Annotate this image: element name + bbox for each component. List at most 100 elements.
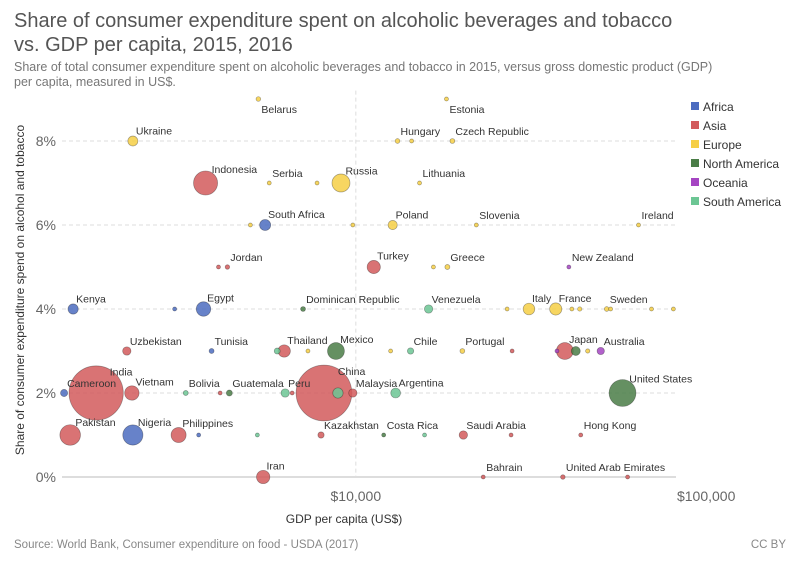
bubble bbox=[224, 264, 231, 270]
point-label: Venezuela bbox=[432, 294, 481, 306]
bubble bbox=[327, 342, 345, 360]
point-label: Guatemala bbox=[232, 378, 284, 390]
bubble bbox=[636, 222, 641, 228]
bubble bbox=[431, 264, 436, 270]
bubble bbox=[280, 388, 290, 398]
bubble bbox=[570, 346, 581, 356]
legend-swatch bbox=[691, 121, 699, 129]
bubble bbox=[504, 306, 510, 312]
bubble bbox=[569, 306, 575, 312]
x-axis-label: GDP per capita (US$) bbox=[286, 512, 403, 526]
point-label: Japan bbox=[569, 334, 598, 346]
point-label: Czech Republic bbox=[455, 126, 529, 138]
bubble bbox=[225, 389, 233, 397]
point-label: Bahrain bbox=[486, 462, 522, 474]
bubble bbox=[459, 348, 466, 354]
point-label: Peru bbox=[288, 378, 310, 390]
bubble bbox=[266, 180, 272, 186]
point-label: India bbox=[110, 366, 133, 378]
bubble bbox=[444, 264, 451, 270]
point-label: United States bbox=[629, 373, 692, 385]
point-label: Pakistan bbox=[75, 417, 115, 429]
bubble bbox=[331, 173, 351, 193]
point-label: Iran bbox=[267, 461, 285, 473]
point-label: Jordan bbox=[230, 252, 262, 264]
bubble bbox=[560, 474, 566, 480]
point-label: Costa Rica bbox=[387, 420, 439, 432]
point-label: Russia bbox=[345, 166, 377, 178]
point-labels: South Africa Kenya Egypt Tunisia Cameroon Nig… bbox=[67, 104, 692, 474]
bubble bbox=[289, 390, 295, 396]
bubble bbox=[216, 264, 221, 270]
bubble bbox=[172, 306, 177, 312]
point-label: Dominican Republic bbox=[306, 294, 399, 306]
y-tick-label: 4% bbox=[36, 301, 56, 317]
bubble bbox=[273, 347, 281, 355]
legend-label: South America bbox=[703, 195, 781, 209]
y-tick-label: 0% bbox=[36, 469, 56, 485]
point-label: Turkey bbox=[377, 251, 409, 263]
bubble bbox=[509, 348, 515, 354]
bubble bbox=[417, 180, 422, 186]
legend-swatch bbox=[691, 178, 699, 186]
bubble bbox=[193, 170, 218, 196]
bubble bbox=[122, 346, 132, 356]
bubble bbox=[388, 348, 393, 354]
point-label: Indonesia bbox=[212, 164, 258, 176]
bubble bbox=[300, 306, 306, 312]
chart-title: vs. GDP per capita, 2015, 2016 bbox=[14, 34, 293, 56]
bubble bbox=[424, 304, 434, 314]
bubble bbox=[608, 379, 637, 407]
bubble bbox=[122, 424, 144, 446]
bubble bbox=[409, 138, 414, 144]
bubble bbox=[217, 390, 223, 396]
legend-swatch bbox=[691, 159, 699, 167]
point-label: Kazakhstan bbox=[324, 420, 379, 432]
y-tick-label: 8% bbox=[36, 133, 56, 149]
bubble bbox=[671, 306, 676, 312]
point-label: Ukraine bbox=[136, 125, 172, 137]
bubble bbox=[585, 348, 591, 354]
bubble bbox=[578, 432, 584, 438]
point-label: Slovenia bbox=[479, 210, 519, 222]
point-label: Kenya bbox=[76, 293, 106, 305]
bubble bbox=[549, 302, 563, 316]
bubble bbox=[577, 306, 583, 312]
bubble bbox=[473, 222, 479, 228]
point-label: China bbox=[338, 366, 366, 378]
point-label: Italy bbox=[532, 293, 552, 305]
point-label: Ireland bbox=[642, 210, 674, 222]
bubble bbox=[348, 388, 358, 398]
bubble bbox=[59, 424, 81, 446]
bubble bbox=[566, 264, 572, 270]
bubble bbox=[170, 427, 187, 443]
bubble bbox=[208, 348, 215, 354]
point-label: Portugal bbox=[465, 336, 504, 348]
bubble bbox=[314, 180, 320, 186]
point-label: Lithuania bbox=[423, 168, 466, 180]
point-label: France bbox=[559, 293, 592, 305]
bubble bbox=[196, 432, 202, 438]
bubble bbox=[60, 389, 69, 397]
bubble bbox=[350, 222, 356, 228]
bubble bbox=[596, 346, 605, 356]
bubble bbox=[458, 430, 468, 440]
bubble bbox=[522, 302, 536, 316]
points bbox=[59, 96, 676, 485]
license: CC BY bbox=[751, 539, 786, 551]
point-label: United Arab Emirates bbox=[566, 462, 665, 474]
bubble bbox=[407, 347, 415, 355]
point-label: Mexico bbox=[340, 334, 373, 346]
point-label: Bolivia bbox=[189, 378, 220, 390]
point-label: Vietnam bbox=[135, 376, 174, 388]
bubble bbox=[127, 135, 139, 147]
point-label: Uzbekistan bbox=[130, 336, 182, 348]
bubble bbox=[254, 432, 260, 438]
y-tick-label: 2% bbox=[36, 385, 56, 401]
point-label: Estonia bbox=[449, 104, 484, 116]
point-label: Hungary bbox=[400, 126, 440, 138]
bubble bbox=[366, 260, 381, 274]
bubble bbox=[390, 387, 401, 399]
bubble bbox=[444, 96, 449, 102]
